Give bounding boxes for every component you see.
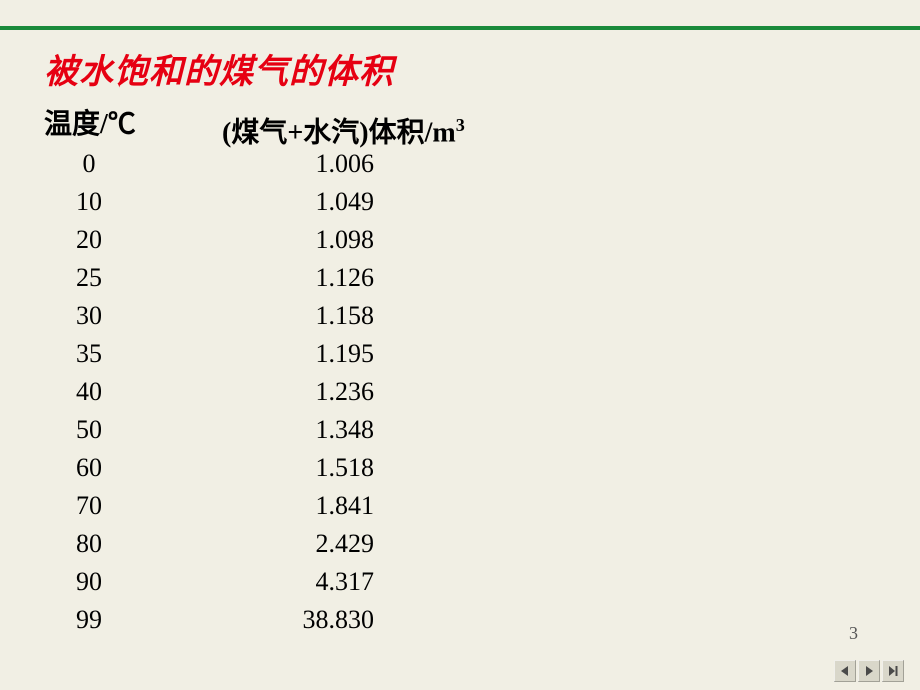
triangle-left-icon	[839, 665, 851, 677]
table-cell: 1.158	[214, 297, 374, 335]
column-temperature: 温度/℃ 0 10 20 25 30 35 40 50 60 70 80 90 …	[44, 105, 214, 639]
table-cell: 99	[44, 601, 134, 639]
table-cell: 1.126	[214, 259, 374, 297]
table-cell: 10	[44, 183, 134, 221]
table-cell: 1.098	[214, 221, 374, 259]
table-cell: 80	[44, 525, 134, 563]
table-cell: 90	[44, 563, 134, 601]
table-cell: 0	[44, 145, 134, 183]
table-cell: 70	[44, 487, 134, 525]
table-cell: 1.348	[214, 411, 374, 449]
slide-content: 被水饱和的煤气的体积 温度/℃ 0 10 20 25 30 35 40 50 6…	[44, 44, 876, 639]
table-cell: 35	[44, 335, 134, 373]
gas-volume-table: 温度/℃ 0 10 20 25 30 35 40 50 60 70 80 90 …	[44, 105, 876, 639]
table-cell: 1.518	[214, 449, 374, 487]
column-volume: (煤气+水汽)体积/m3 1.006 1.049 1.098 1.126 1.1…	[214, 105, 494, 639]
table-cell: 25	[44, 259, 134, 297]
table-cell: 38.830	[214, 601, 374, 639]
col-header-volume: (煤气+水汽)体积/m3	[214, 105, 494, 145]
table-cell: 2.429	[214, 525, 374, 563]
triangle-right-icon	[863, 665, 875, 677]
triangle-right-bar-icon	[887, 665, 899, 677]
table-cell: 1.049	[214, 183, 374, 221]
table-cell: 20	[44, 221, 134, 259]
table-cell: 1.006	[214, 145, 374, 183]
table-cell: 50	[44, 411, 134, 449]
table-cell: 60	[44, 449, 134, 487]
slide-nav	[834, 660, 904, 682]
next-slide-button[interactable]	[858, 660, 880, 682]
table-cell: 1.236	[214, 373, 374, 411]
col-header-temperature: 温度/℃	[44, 105, 214, 145]
table-cell: 1.195	[214, 335, 374, 373]
table-cell: 40	[44, 373, 134, 411]
last-slide-button[interactable]	[882, 660, 904, 682]
prev-slide-button[interactable]	[834, 660, 856, 682]
table-cell: 4.317	[214, 563, 374, 601]
page-number: 3	[849, 623, 858, 644]
table-cell: 30	[44, 297, 134, 335]
top-border	[0, 26, 920, 30]
table-cell: 1.841	[214, 487, 374, 525]
slide-title: 被水饱和的煤气的体积	[44, 44, 876, 93]
